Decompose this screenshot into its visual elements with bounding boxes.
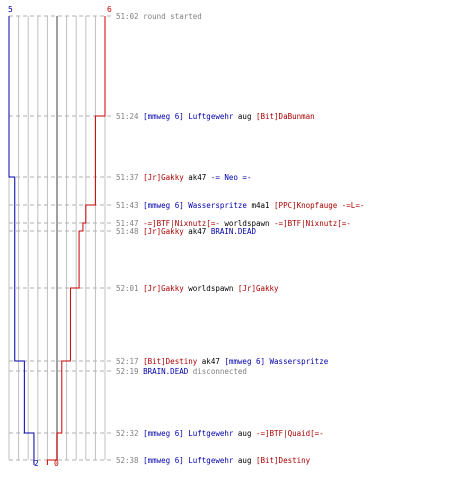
event-part: [Jr]Gakky: [143, 284, 184, 293]
event-part: [Bit]DaBunman: [255, 112, 315, 121]
event-part: worldspawn: [183, 284, 238, 293]
event-part: aug: [233, 456, 256, 465]
event-part: ak47: [183, 173, 211, 182]
event-part: disconnected: [188, 367, 247, 376]
event-entry: 52:17 [Bit]Destiny ak47 [mmweg 6] Wasser…: [116, 357, 328, 367]
event-entry: 51:24 [mmweg 6] Luftgewehr aug [Bit]DaBu…: [116, 112, 315, 122]
event-part: round started: [143, 12, 202, 21]
event-part: [Jr]Gakky: [237, 284, 279, 293]
event-part: -=]BTF|Quaid[=-: [255, 429, 324, 438]
event-time: 51:37: [116, 173, 144, 182]
player-grid-lines: [8, 16, 106, 460]
event-entry: 51:43 [mmweg 6] Wasserspritze m4a1 [PPC]…: [116, 201, 364, 211]
event-part: [Jr]Gakky: [143, 173, 184, 182]
event-time: 52:01: [116, 284, 144, 293]
event-time: 52:19: [116, 367, 144, 376]
red-start-count: 6: [107, 5, 112, 14]
event-entry: 51:37 [Jr]Gakky ak47 -= Neo =-: [116, 173, 251, 183]
event-part: [mmweg 6] Wasserspritze: [224, 357, 329, 366]
event-part: [Bit]Destiny: [255, 456, 311, 465]
event-part: [mmweg 6] Wasserspritze: [143, 201, 247, 210]
event-part: [mmweg 6] Luftgewehr: [143, 456, 234, 465]
event-time: 51:47: [116, 219, 144, 228]
red-end-count: 0: [54, 459, 59, 468]
red-team-alive-line: [46, 16, 106, 465]
event-time: 51:02: [116, 12, 144, 21]
event-part: BRAIN.DEAD: [210, 227, 256, 236]
event-time: 51:43: [116, 201, 144, 210]
event-part: -= Neo =-: [210, 173, 252, 182]
event-entry: 52:19 BRAIN.DEAD disconnected: [116, 367, 247, 377]
event-part: [mmweg 6] Luftgewehr: [143, 112, 234, 121]
event-time: 52:38: [116, 456, 144, 465]
blue-start-count: 5: [8, 5, 13, 14]
event-part: [Jr]Gakky: [143, 227, 184, 236]
event-entry: 51:48 [Jr]Gakky ak47 BRAIN.DEAD: [116, 227, 256, 237]
event-part: BRAIN.DEAD: [143, 367, 189, 376]
event-part: aug: [233, 429, 256, 438]
blue-end-count: 2: [34, 459, 39, 468]
event-entry: 51:02 round started: [116, 12, 202, 22]
event-part: [Bit]Destiny: [143, 357, 198, 366]
event-part: [mmweg 6] Luftgewehr: [143, 429, 234, 438]
event-entry: 52:32 [mmweg 6] Luftgewehr aug -=]BTF|Qu…: [116, 429, 324, 439]
event-entry: 52:38 [mmweg 6] Luftgewehr aug [Bit]Dest…: [116, 456, 310, 466]
event-time: 51:24: [116, 112, 144, 121]
event-part: worldspawn: [219, 219, 275, 228]
event-entry: 51:47 -=]BTF|Nixnutz[=- worldspawn -=]BT…: [116, 219, 351, 229]
event-part: aug: [233, 112, 256, 121]
event-part: m4a1: [246, 201, 275, 210]
event-time: 52:17: [116, 357, 144, 366]
event-entry: 52:01 [Jr]Gakky worldspawn [Jr]Gakky: [116, 284, 279, 294]
event-part: [PPC]Knopfauge -=L=-: [274, 201, 365, 210]
event-part: -=]BTF|Nixnutz[=-: [143, 219, 220, 228]
blue-team-alive-line: [8, 16, 35, 465]
event-time: 52:32: [116, 429, 144, 438]
event-part: -=]BTF|Nixnutz[=-: [274, 219, 351, 228]
event-part: ak47: [183, 227, 211, 236]
event-part: ak47: [197, 357, 225, 366]
event-time: 51:48: [116, 227, 144, 236]
